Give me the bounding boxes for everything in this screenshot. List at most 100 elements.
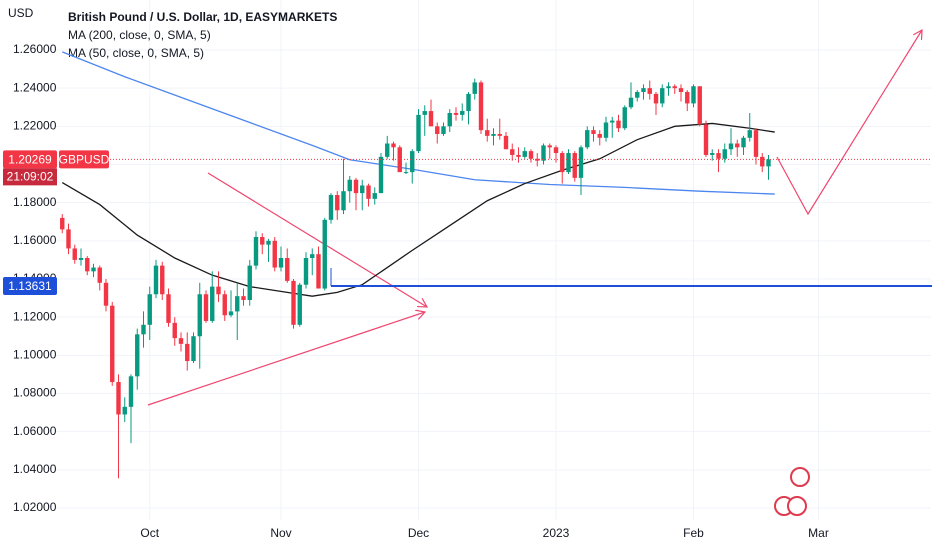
x-tick-label: Dec bbox=[408, 526, 429, 540]
candle-body bbox=[297, 284, 302, 325]
candle-body bbox=[122, 406, 127, 415]
candle-body bbox=[522, 151, 527, 157]
candle-body bbox=[360, 185, 365, 194]
candle-body bbox=[260, 237, 265, 245]
candle-body bbox=[753, 130, 759, 157]
candle-body bbox=[716, 153, 721, 159]
candle-body bbox=[453, 112, 459, 115]
candle-body bbox=[491, 133, 496, 136]
candle-body bbox=[516, 154, 521, 157]
candle-body bbox=[116, 382, 121, 415]
candle-body bbox=[541, 145, 546, 161]
candle-body bbox=[372, 193, 377, 199]
price-tag bbox=[3, 277, 57, 296]
candle-body bbox=[697, 86, 702, 125]
candle-body bbox=[353, 179, 359, 194]
candle-body bbox=[141, 324, 146, 335]
candle-body bbox=[191, 336, 196, 362]
candle-body bbox=[566, 153, 571, 173]
candle-body bbox=[266, 240, 271, 245]
x-tick-label: Mar bbox=[808, 526, 829, 540]
candle-body bbox=[91, 267, 96, 272]
countdown-tag bbox=[3, 168, 57, 186]
trend-line bbox=[147, 312, 425, 406]
candle-body bbox=[428, 111, 434, 127]
candle-body bbox=[103, 282, 109, 306]
candle-body bbox=[160, 265, 165, 295]
candle-body bbox=[303, 257, 309, 285]
axis-unit: USD bbox=[8, 6, 34, 20]
candle-body bbox=[391, 143, 396, 148]
candle-body bbox=[653, 93, 659, 104]
candle-body bbox=[128, 376, 134, 407]
candle-body bbox=[597, 133, 602, 138]
candle-body bbox=[747, 130, 752, 138]
candle-body bbox=[560, 153, 565, 173]
candle-body bbox=[185, 343, 190, 362]
candle-body bbox=[691, 86, 696, 104]
candle-body bbox=[247, 265, 252, 300]
candle-body bbox=[441, 126, 446, 134]
candle-body bbox=[216, 286, 221, 295]
candle-body bbox=[647, 88, 652, 94]
candle-body bbox=[672, 86, 677, 89]
moving-average bbox=[61, 122, 775, 297]
candle-body bbox=[622, 107, 627, 129]
price-tag-label: 1.20269 bbox=[8, 153, 52, 167]
x-tick-label: 2023 bbox=[543, 526, 570, 540]
candle-body bbox=[635, 91, 640, 98]
y-tick-label: 1.08000 bbox=[13, 386, 57, 400]
y-tick-label: 1.02000 bbox=[13, 500, 57, 514]
candle-body bbox=[766, 159, 771, 167]
candle-body bbox=[578, 147, 584, 178]
x-tick-label: Nov bbox=[270, 526, 291, 540]
candle-body bbox=[722, 149, 727, 159]
y-tick-label: 1.18000 bbox=[13, 195, 57, 209]
candle-body bbox=[641, 88, 646, 92]
candle-body bbox=[472, 82, 477, 94]
candle-body bbox=[253, 237, 259, 266]
candle-body bbox=[591, 130, 596, 134]
countdown-label: 21:09:02 bbox=[7, 170, 54, 184]
candle-body bbox=[547, 145, 552, 148]
y-tick-label: 1.04000 bbox=[13, 462, 57, 476]
candle-body bbox=[72, 248, 77, 260]
candle-body bbox=[735, 143, 740, 148]
candle-body bbox=[341, 191, 346, 211]
candle-body bbox=[291, 280, 296, 325]
x-tick-label: Feb bbox=[683, 526, 704, 540]
chart-title: British Pound / U.S. Dollar, 1D, EASYMAR… bbox=[68, 10, 337, 24]
price-tag-label: 1.13631 bbox=[8, 279, 52, 293]
candle-body bbox=[172, 322, 177, 339]
legend-entry: MA (50, close, 0, SMA, 5) bbox=[68, 46, 204, 60]
candle-body bbox=[760, 156, 765, 167]
candle-body bbox=[222, 294, 227, 316]
candle-body bbox=[447, 112, 452, 127]
candle-body bbox=[153, 265, 159, 295]
candle-body bbox=[435, 126, 440, 134]
candle-body bbox=[228, 311, 234, 316]
candle-body bbox=[660, 88, 665, 104]
candle-body bbox=[503, 135, 509, 150]
candle-body bbox=[403, 172, 409, 174]
candle-body bbox=[378, 156, 384, 194]
candle-body bbox=[60, 217, 65, 230]
candle-body bbox=[135, 334, 140, 377]
candle-body bbox=[241, 296, 246, 300]
candle-body bbox=[203, 294, 209, 321]
candle-body bbox=[285, 257, 290, 281]
y-tick-label: 1.12000 bbox=[13, 309, 57, 323]
candle-body bbox=[166, 294, 171, 323]
candle-body bbox=[741, 137, 746, 148]
candle-body bbox=[335, 195, 340, 211]
candle-body bbox=[310, 254, 315, 258]
candle-body bbox=[322, 219, 327, 289]
candle-body bbox=[78, 257, 84, 260]
candle-body bbox=[666, 86, 671, 89]
candle-body bbox=[703, 124, 709, 155]
symbol-tag bbox=[59, 150, 109, 169]
candle-body bbox=[553, 147, 559, 154]
candle-body bbox=[603, 122, 609, 138]
candle-body bbox=[366, 185, 371, 199]
